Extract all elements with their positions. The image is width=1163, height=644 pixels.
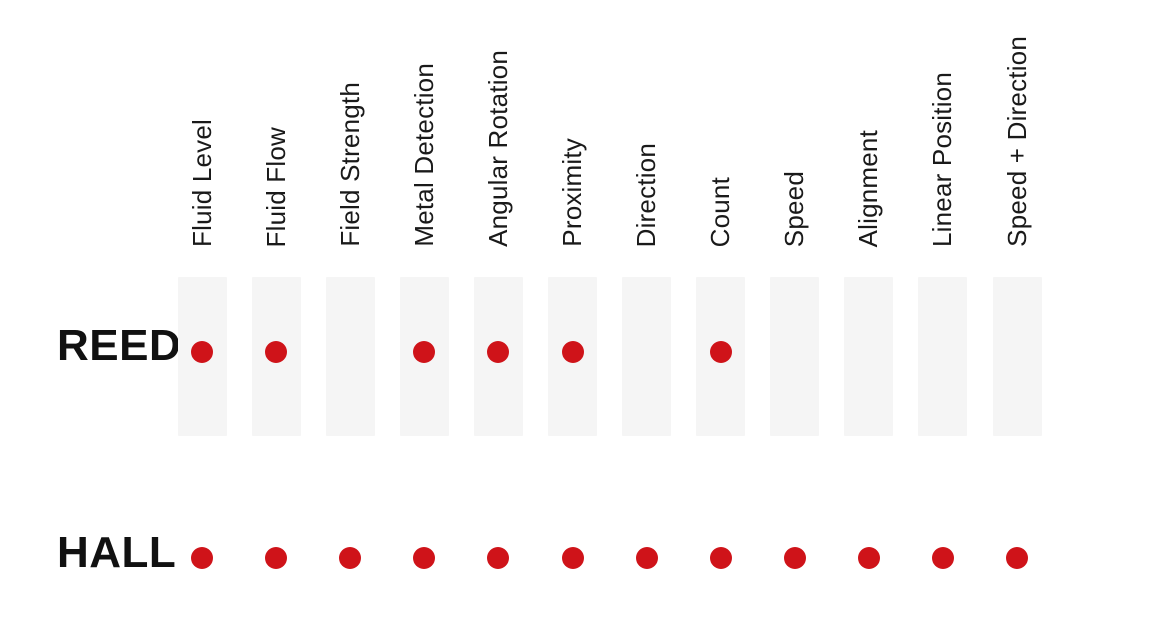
reed-row: [165, 277, 1054, 436]
column-header: Fluid Level: [165, 0, 239, 277]
column-header-label: Direction: [631, 142, 662, 247]
column-band: [177, 277, 227, 436]
capability-dot-icon: [709, 341, 732, 363]
column-header-label: Alignment: [853, 129, 884, 247]
column-band: [992, 277, 1042, 436]
column-header: Speed + Direction: [980, 0, 1054, 277]
column-header-label: Linear Position: [927, 72, 958, 247]
capability-dot-icon: [487, 547, 510, 569]
matrix-cell: [906, 277, 980, 436]
column-header: Speed: [758, 0, 832, 277]
column-band: [844, 277, 894, 436]
capability-dot-icon: [191, 547, 214, 569]
capability-dot-icon: [413, 341, 436, 363]
capability-dot-icon: [561, 547, 584, 569]
column-header-label: Proximity: [557, 138, 588, 247]
capability-dot-icon: [265, 547, 288, 569]
matrix-cell: [758, 277, 832, 436]
matrix-cell: [313, 547, 387, 569]
column-header-label: Speed: [779, 170, 810, 247]
matrix-cell: [832, 547, 906, 569]
matrix-cell: [980, 277, 1054, 436]
column-header: Alignment: [832, 0, 906, 277]
matrix-cell: [980, 547, 1054, 569]
matrix-cell: [684, 547, 758, 569]
matrix-cell: [239, 547, 313, 569]
capability-dot-icon: [857, 547, 880, 569]
capability-dot-icon: [635, 547, 658, 569]
matrix-cell: [906, 547, 980, 569]
capability-dot-icon: [1006, 547, 1029, 569]
column-header-label: Metal Detection: [408, 63, 439, 247]
column-header: Proximity: [535, 0, 609, 277]
column-header: Count: [684, 0, 758, 277]
column-band: [622, 277, 672, 436]
column-band: [918, 277, 968, 436]
row-label-reed: REED: [57, 321, 182, 370]
capability-dot-icon: [487, 341, 510, 363]
column-header: Metal Detection: [387, 0, 461, 277]
matrix-cell: [535, 547, 609, 569]
column-band: [399, 277, 449, 436]
column-band: [548, 277, 598, 436]
column-header: Linear Position: [906, 0, 980, 277]
column-band: [251, 277, 301, 436]
matrix-cell: [535, 277, 609, 436]
column-header: Angular Rotation: [461, 0, 535, 277]
matrix-cell: [387, 277, 461, 436]
column-header-label: Speed + Direction: [1001, 36, 1032, 247]
matrix-cell: [610, 277, 684, 436]
column-header-label: Count: [705, 176, 736, 247]
column-header-row: Fluid Level Fluid Flow Field Strength Me…: [165, 0, 1054, 277]
capability-dot-icon: [931, 547, 954, 569]
column-band: [696, 277, 746, 436]
capability-dot-icon: [561, 341, 584, 363]
matrix-cell: [832, 277, 906, 436]
capability-dot-icon: [783, 547, 806, 569]
column-header-label: Field Strength: [334, 82, 365, 247]
row-label-hall: HALL: [57, 528, 177, 577]
column-band: [325, 277, 375, 436]
matrix-cell: [758, 547, 832, 569]
matrix-cell: [684, 277, 758, 436]
column-header: Fluid Flow: [239, 0, 313, 277]
column-header-label: Angular Rotation: [482, 50, 513, 247]
column-header-label: Fluid Flow: [260, 126, 291, 247]
matrix-cell: [313, 277, 387, 436]
matrix-cell: [165, 277, 239, 436]
column-band: [473, 277, 523, 436]
column-header-label: Fluid Level: [186, 119, 217, 247]
matrix-cell: [165, 547, 239, 569]
matrix-cell: [239, 277, 313, 436]
matrix-cell: [461, 277, 535, 436]
capability-dot-icon: [191, 341, 214, 363]
capability-dot-icon: [339, 547, 362, 569]
hall-row: [165, 547, 1054, 569]
matrix-cell: [610, 547, 684, 569]
matrix-cell: [461, 547, 535, 569]
column-header: Field Strength: [313, 0, 387, 277]
capability-dot-icon: [265, 341, 288, 363]
capability-dot-icon: [413, 547, 436, 569]
matrix-cell: [387, 547, 461, 569]
capability-dot-icon: [709, 547, 732, 569]
column-header: Direction: [610, 0, 684, 277]
column-band: [770, 277, 820, 436]
